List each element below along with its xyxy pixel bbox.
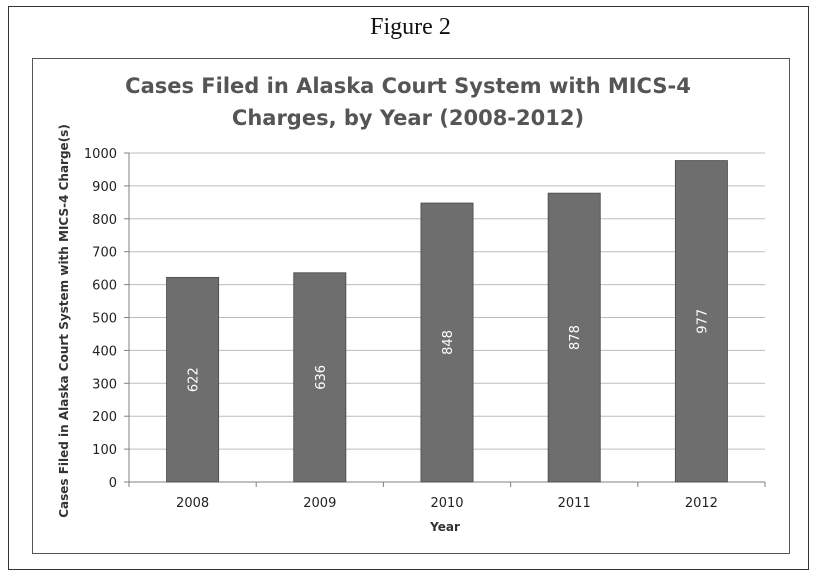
- figure-label: Figure 2: [370, 14, 451, 40]
- gridlines: [129, 152, 765, 450]
- y-tick-label: 0: [109, 476, 117, 491]
- y-tick-label: 600: [92, 279, 117, 294]
- bar-2011: [547, 192, 601, 483]
- figure-frame: [8, 6, 809, 570]
- y-tick-label: 1000: [84, 147, 117, 162]
- x-axis-title: Year: [429, 520, 460, 534]
- bar-data-label: 636: [314, 365, 329, 390]
- bar-2008: [166, 276, 220, 483]
- chart-title-line-1: Cases Filed in Alaska Court System with …: [125, 74, 691, 98]
- bars: 622 636 848 878 977: [166, 160, 728, 483]
- bar-2009: [293, 272, 347, 483]
- x-tick-label: 2011: [558, 496, 591, 511]
- x-tick-label: 2008: [176, 496, 209, 511]
- y-tick-label: 200: [92, 410, 117, 425]
- bar-data-label: 977: [695, 309, 710, 334]
- y-tick-label: 400: [92, 344, 117, 359]
- bar-chart: Cases Filed in Alaska Court System with …: [57, 74, 766, 534]
- x-tick-label: 2009: [303, 496, 336, 511]
- y-tick-label: 700: [92, 246, 117, 261]
- bar-2010: [420, 202, 474, 483]
- y-tick-label: 100: [92, 443, 117, 458]
- y-tick-label: 300: [92, 377, 117, 392]
- chart-title-line-2: Charges, by Year (2008-2012): [232, 106, 584, 130]
- bar-data-label: 848: [441, 330, 456, 355]
- bar-data-label: 622: [187, 367, 202, 392]
- y-tick-label: 900: [92, 180, 117, 195]
- x-tick-labels: 2008 2009 2010 2011 2012: [176, 496, 718, 511]
- x-tick-label: 2010: [430, 496, 463, 511]
- bar-2012: [674, 160, 728, 483]
- y-tick-label: 800: [92, 213, 117, 228]
- y-axis-title: Cases Filed in Alaska Court System with …: [57, 124, 71, 518]
- y-tick-label: 500: [92, 312, 117, 327]
- x-tick-label: 2012: [685, 496, 718, 511]
- bar-data-label: 878: [568, 325, 583, 350]
- y-tick-labels: 0 100 200 300 400 500 600 700 800 900 1000: [84, 147, 117, 491]
- chart-frame: Cases Filed in Alaska Court System with …: [32, 58, 790, 554]
